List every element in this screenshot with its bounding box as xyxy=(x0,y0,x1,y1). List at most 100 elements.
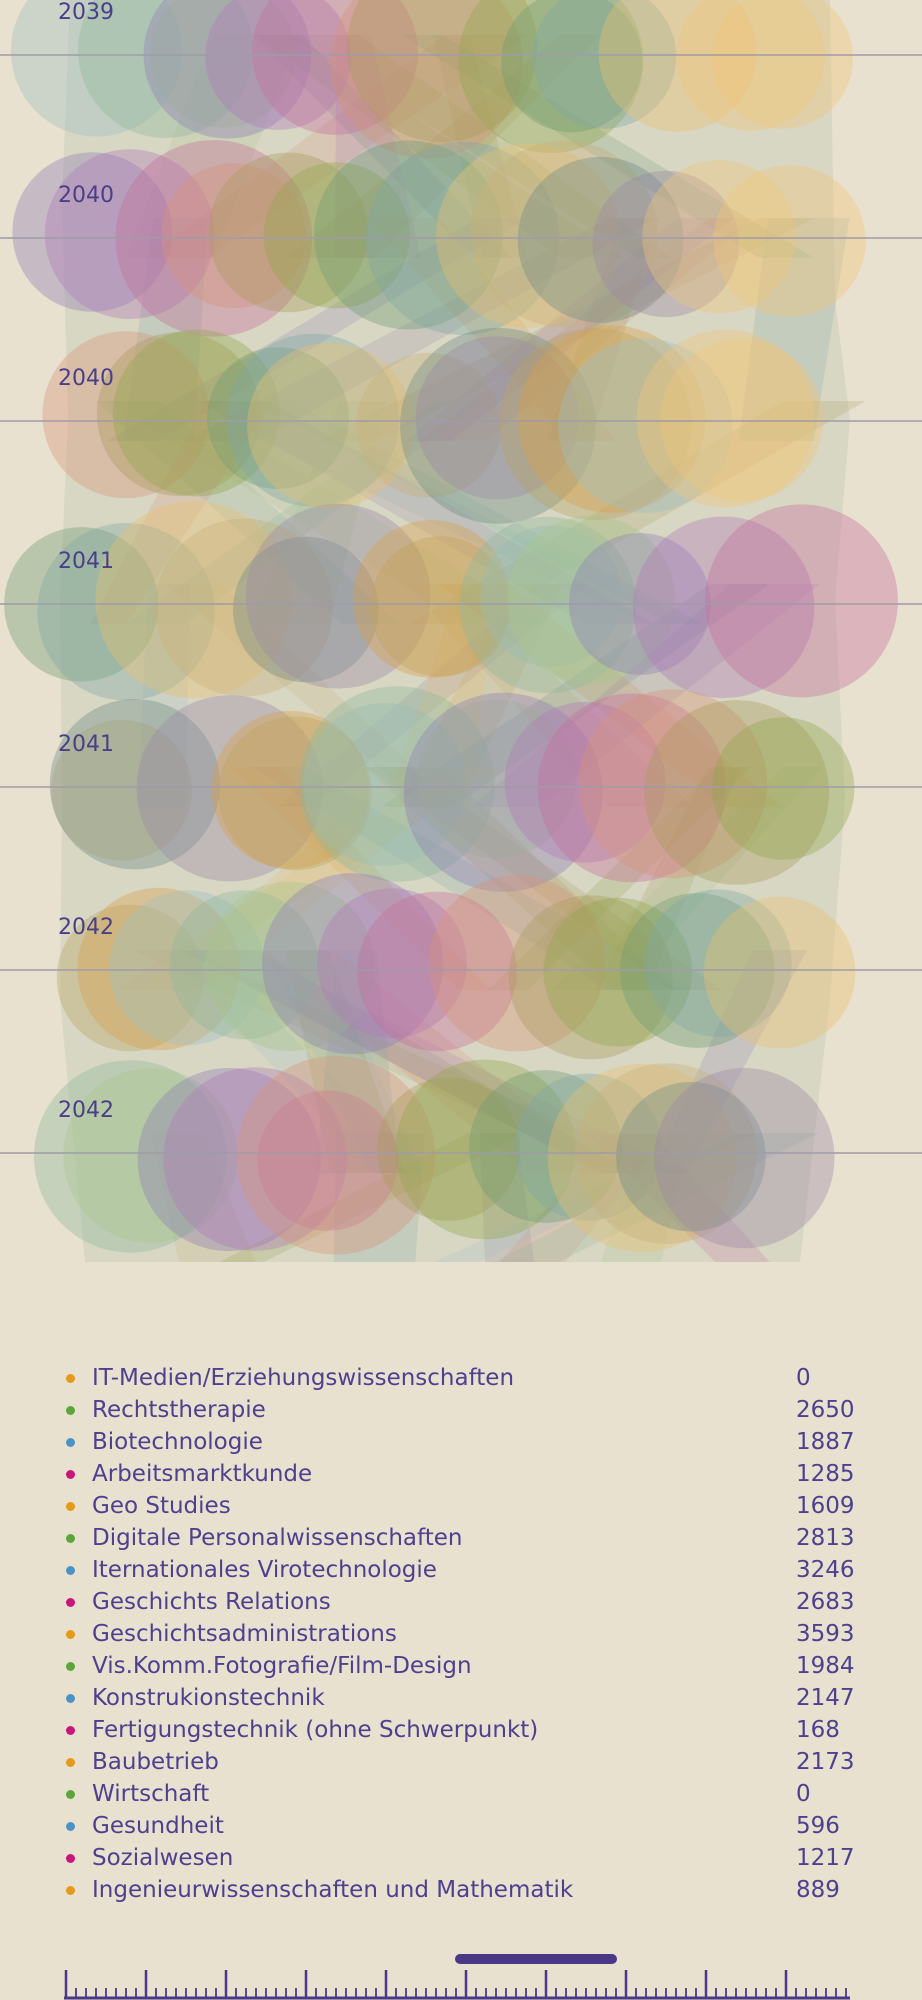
flow-connector xyxy=(177,401,692,624)
data-bubble xyxy=(370,536,511,677)
legend-item: Arbeitsmarktkunde 1285 xyxy=(62,1458,862,1490)
legend-label: Ingenieurwissenschaften und Mathematik xyxy=(92,1877,574,1903)
flow-connector xyxy=(219,1133,527,1262)
data-bubble xyxy=(78,0,254,138)
flow-connector xyxy=(317,218,815,441)
flow-connector xyxy=(400,35,815,258)
data-bubble xyxy=(480,525,622,667)
data-bubble xyxy=(63,1068,238,1243)
data-bubble xyxy=(713,165,866,318)
year-label: 2042 xyxy=(58,1098,114,1123)
flow-connector xyxy=(333,1133,425,1262)
data-bubble xyxy=(403,692,603,892)
data-bubble xyxy=(346,0,538,143)
flow-connector xyxy=(738,218,850,441)
flow-connector xyxy=(104,401,547,624)
data-bubble xyxy=(143,0,312,139)
data-bubble xyxy=(136,695,323,882)
flow-connector xyxy=(90,401,273,624)
legend-label: Digitale Personalwissenschaften xyxy=(92,1525,463,1551)
legend-value: 3246 xyxy=(796,1557,855,1583)
data-bubble xyxy=(499,328,692,521)
flow-connector xyxy=(150,1133,256,1262)
data-bubble xyxy=(51,719,192,861)
data-bubble xyxy=(469,1070,622,1223)
data-bubble xyxy=(654,1068,835,1249)
legend-label: Arbeitsmarktkunde xyxy=(92,1461,313,1487)
flow-connector xyxy=(419,218,754,441)
legend-value: 2147 xyxy=(796,1685,855,1711)
legend-item: Gesundheit 596 xyxy=(62,1810,862,1842)
flow-connector xyxy=(500,1133,672,1262)
data-bubble xyxy=(357,891,517,1052)
flow-connector xyxy=(471,584,820,807)
legend-label: Wirtschaft xyxy=(92,1781,210,1807)
legend-item: Fertigungstechnik (ohne Schwerpunkt) 168 xyxy=(62,1714,862,1746)
flow-connector xyxy=(434,1133,757,1262)
flow-connector xyxy=(182,218,657,441)
flow-connector xyxy=(254,35,624,258)
data-bubble xyxy=(236,1055,435,1255)
data-bubble xyxy=(252,0,418,135)
legend-label: Gesundheit xyxy=(92,1813,224,1839)
timeline-scrubber[interactable] xyxy=(0,1940,922,2000)
data-bubble xyxy=(642,160,796,314)
legend-value: 1984 xyxy=(796,1653,855,1679)
flow-connector xyxy=(252,35,513,258)
data-bubble xyxy=(676,0,825,131)
data-bubble xyxy=(208,152,368,313)
legend-label: Fertigungstechnik (ohne Schwerpunkt) xyxy=(92,1717,539,1743)
flow-connector xyxy=(363,767,676,990)
data-bubble xyxy=(376,1077,521,1221)
legend-value: 2683 xyxy=(796,1589,855,1615)
flow-connector xyxy=(250,401,704,624)
flow-connector xyxy=(651,950,807,1173)
data-bubble xyxy=(644,889,792,1037)
data-bubble xyxy=(459,516,637,694)
data-bubble xyxy=(262,873,444,1055)
legend-label: Baubetrieb xyxy=(92,1749,219,1775)
flow-connector xyxy=(125,35,300,258)
legend-label: Sozialwesen xyxy=(92,1845,234,1871)
bubble-stream-chart: 2039 2040 2040 2041 2041 2042 2042 xyxy=(0,0,922,1262)
legend-dot-icon xyxy=(66,1854,75,1863)
data-bubble xyxy=(56,904,204,1052)
data-bubble xyxy=(161,163,307,309)
flow-connector xyxy=(94,401,399,624)
data-bubble xyxy=(514,1073,662,1221)
data-bubble xyxy=(299,686,495,882)
year-label: 2040 xyxy=(58,183,114,208)
data-bubble xyxy=(205,881,375,1052)
data-bubble xyxy=(12,152,172,312)
data-bubble xyxy=(518,325,706,513)
legend: IT-Medien/Erziehungswissenschaften 0 Recht… xyxy=(62,1362,862,1906)
flow-connector xyxy=(433,35,528,258)
data-bubble xyxy=(632,516,815,699)
flow-connector xyxy=(495,1133,820,1262)
legend-value: 2650 xyxy=(796,1397,855,1423)
flow-connector xyxy=(601,1133,690,1262)
flow-connector xyxy=(250,950,617,1173)
data-bubble xyxy=(10,0,183,137)
data-bubble xyxy=(263,162,410,309)
legend-label: IT-Medien/Erziehungswissenschaften xyxy=(92,1365,515,1391)
data-bubble xyxy=(598,0,757,132)
legend-dot-icon xyxy=(66,1534,75,1543)
data-bubble xyxy=(150,0,296,128)
data-bubble xyxy=(517,156,684,323)
data-bubble xyxy=(703,896,856,1049)
flow-connector xyxy=(335,35,421,258)
data-bubble xyxy=(155,518,334,697)
legend-item: Biotechnologie 1887 xyxy=(62,1426,862,1458)
legend-dot-icon xyxy=(66,1694,75,1703)
legend-dot-icon xyxy=(66,1374,75,1383)
stream-band xyxy=(60,0,850,1262)
data-bubble xyxy=(207,347,349,489)
data-bubble xyxy=(303,702,467,867)
timeline-handle[interactable] xyxy=(455,1954,617,1964)
legend-dot-icon xyxy=(66,1598,75,1607)
flow-connector xyxy=(380,584,771,807)
data-bubble xyxy=(211,710,370,869)
year-label: 2041 xyxy=(58,732,114,757)
data-bubble xyxy=(644,700,830,885)
